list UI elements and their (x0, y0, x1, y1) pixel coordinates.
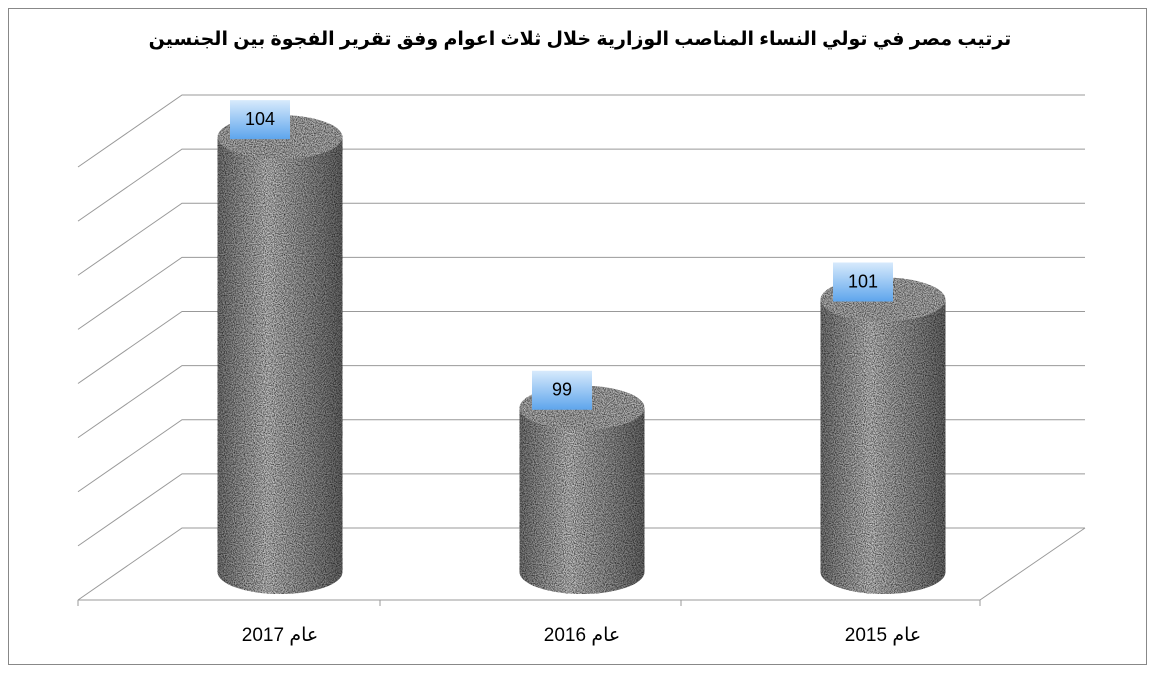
chart-title: ترتيب مصر في تولي النساء المناصب الوزاري… (149, 29, 1012, 50)
grid-line (77, 94, 1085, 168)
cylinder-texture (820, 299, 946, 594)
cylinder-texture (519, 407, 645, 594)
value-label-box (532, 370, 592, 410)
value-label: 104 (245, 109, 275, 129)
bar (820, 277, 946, 594)
cylinder-texture (217, 137, 343, 594)
grid-line (77, 148, 1085, 222)
x-tick-label: عام 2017 (242, 625, 318, 646)
grid-line (77, 365, 1085, 439)
value-label: 101 (848, 271, 878, 291)
bar (519, 385, 645, 594)
bar (217, 115, 343, 594)
grid-line (77, 473, 1085, 547)
x-tick-label: عام 2016 (544, 625, 620, 646)
grid-line (77, 202, 1085, 276)
grid-line (77, 419, 1085, 493)
value-label-box (833, 262, 893, 302)
grid-line (77, 256, 1085, 330)
floor (77, 527, 1086, 606)
value-label-box (230, 100, 290, 140)
x-tick-label: عام 2015 (845, 625, 921, 646)
grid-line (77, 311, 1085, 384)
grid-line (77, 527, 1085, 601)
value-label: 99 (552, 380, 572, 400)
